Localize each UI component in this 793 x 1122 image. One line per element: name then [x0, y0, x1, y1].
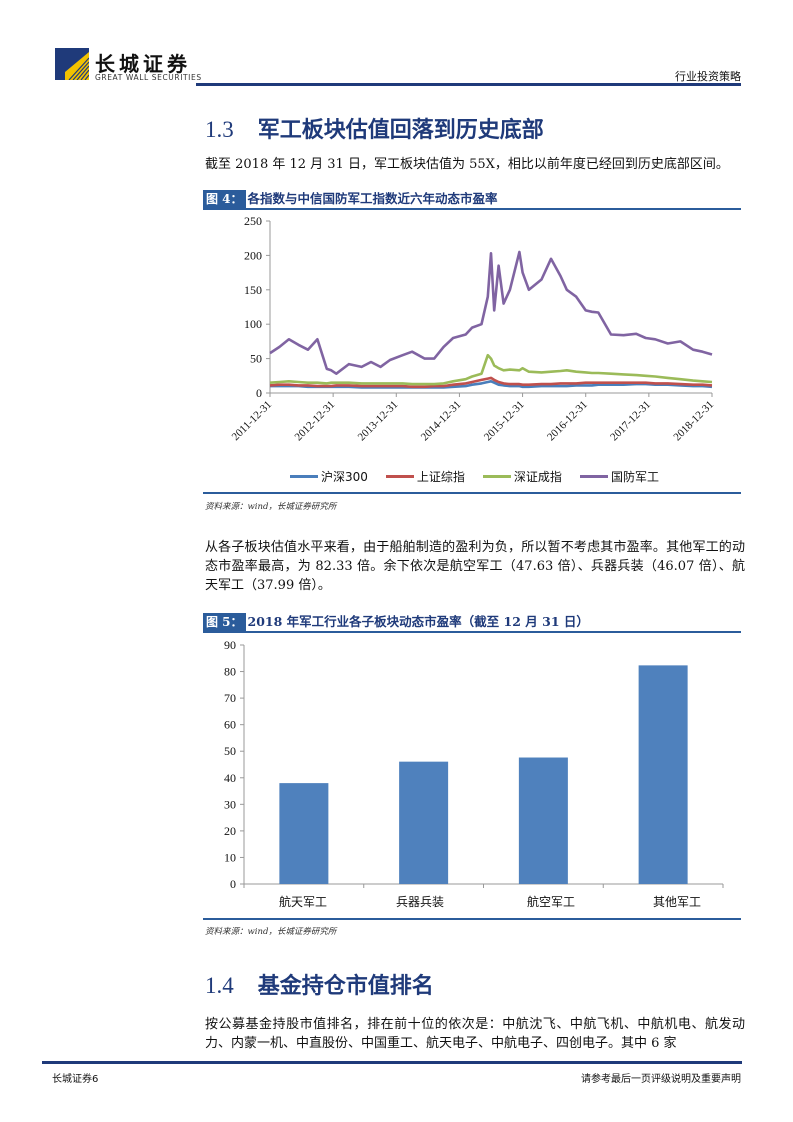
y-tick-label: 250 — [244, 214, 262, 228]
figure-tag: 图 4： — [203, 190, 246, 208]
footer-disclaimer: 请参考最后一页评级说明及重要声明 — [581, 1074, 741, 1085]
section-title: 基金持仓市值排名 — [257, 973, 434, 999]
line-series — [269, 250, 713, 375]
legend-item-hs300: 沪深300 — [290, 468, 368, 485]
bar-label: 兵器兵装 — [395, 895, 444, 909]
bar — [518, 757, 568, 884]
y-tick-label: 30 — [224, 797, 236, 811]
y-tick-label: 40 — [224, 771, 236, 785]
bar-label: 其他军工 — [652, 895, 701, 909]
x-tick-label: 2014-12-31 — [419, 399, 464, 444]
y-tick-label: 150 — [244, 283, 262, 297]
bar — [638, 665, 688, 884]
line-series — [270, 380, 713, 389]
figure-title: 各指数与中信国防军工指数近六年动态市盈率 — [247, 191, 498, 206]
y-tick-label: 50 — [250, 352, 262, 366]
y-tick-label: 70 — [224, 691, 236, 705]
figure-5-caption: 图 5： 2018 年军工行业各子板块动态市盈率（截至 12 月 31 日） — [203, 611, 741, 633]
y-tick-label: 0 — [256, 386, 262, 400]
figure-4-bottom-rule — [203, 492, 741, 494]
header-divider — [196, 83, 741, 86]
logo-stripes-icon — [55, 48, 89, 80]
report-category: 行业投资策略 — [675, 70, 741, 83]
logo-text-cn: 长城证券 — [95, 52, 191, 76]
y-tick-label: 20 — [224, 824, 236, 838]
section-heading-1-4: 1.4 基金持仓市值排名 — [205, 968, 434, 1000]
x-tick-label: 2018-12-31 — [671, 399, 716, 444]
line-chart-legend: 沪深300 上证综指 深证成指 国防军工 — [290, 468, 659, 485]
legend-item-sh-composite: 上证综指 — [385, 468, 465, 485]
pe-line-chart: 0 50 100 150 200 250 2011-12-31 2012-12-31 2013-… — [230, 214, 716, 444]
line-series — [269, 353, 713, 386]
line-series — [269, 376, 713, 389]
y-tick-label: 60 — [224, 718, 236, 732]
legend-item-sz-component: 深证成指 — [482, 468, 562, 485]
bar-label: 航空军工 — [526, 895, 575, 909]
figure-tag: 图 5： — [203, 613, 246, 631]
figure-4-caption: 图 4： 各指数与中信国防军工指数近六年动态市盈率 — [203, 188, 741, 210]
y-tick-label: 200 — [244, 248, 262, 262]
y-tick-label: 80 — [224, 665, 236, 679]
logo-text-en: GREAT WALL SECURITIES — [95, 73, 202, 82]
pe-bar-chart: 0 10 20 30 40 50 60 70 80 90 — [224, 638, 724, 891]
y-tick-label: 10 — [224, 850, 236, 864]
figure-title: 2018 年军工行业各子板块动态市盈率（截至 12 月 31 日） — [247, 614, 589, 629]
bar — [399, 761, 449, 884]
section-number: 1.4 — [205, 973, 234, 998]
x-tick-label: 2011-12-31 — [230, 399, 274, 443]
x-tick-label: 2016-12-31 — [545, 399, 590, 444]
x-tick-label: 2017-12-31 — [608, 399, 653, 444]
section-title: 军工板块估值回落到历史底部 — [257, 117, 544, 143]
x-tick-label: 2013-12-31 — [356, 399, 401, 444]
fund-holdings-paragraph: 按公募基金持股市值排名，排在前十位的依次是：中航沈飞、中航飞机、中航机电、航发动… — [205, 1017, 745, 1051]
figure-5-bottom-rule — [203, 918, 741, 920]
figure-5-source: 资料来源：wind，长城证券研究所 — [205, 927, 337, 937]
bar-label: 航天军工 — [278, 895, 327, 909]
logo-mark — [55, 48, 89, 80]
section-paragraph: 截至 2018 年 12 月 31 日，军工板块估值为 55X，相比以前年度已经… — [205, 157, 729, 172]
x-tick-label: 2015-12-31 — [482, 399, 527, 444]
y-tick-label: 0 — [230, 877, 236, 891]
section-heading-1-3: 1.3 军工板块估值回落到历史底部 — [205, 112, 544, 144]
footer-page-label: 长城证券6 — [52, 1074, 99, 1085]
footer-divider — [42, 1061, 742, 1064]
y-tick-label: 90 — [224, 638, 236, 652]
x-tick-label: 2012-12-31 — [292, 399, 337, 444]
y-tick-label: 50 — [224, 744, 236, 758]
y-tick-label: 100 — [244, 317, 262, 331]
bar — [279, 783, 329, 884]
section-number: 1.3 — [205, 117, 234, 142]
figure-4-source: 资料来源：wind，长城证券研究所 — [205, 502, 337, 512]
subsector-paragraph: 从各子板块估值水平来看，由于船舶制造的盈利为负，所以暂不考虑其市盈率。其他军工的… — [205, 540, 745, 593]
legend-item-defense: 国防军工 — [579, 468, 659, 485]
